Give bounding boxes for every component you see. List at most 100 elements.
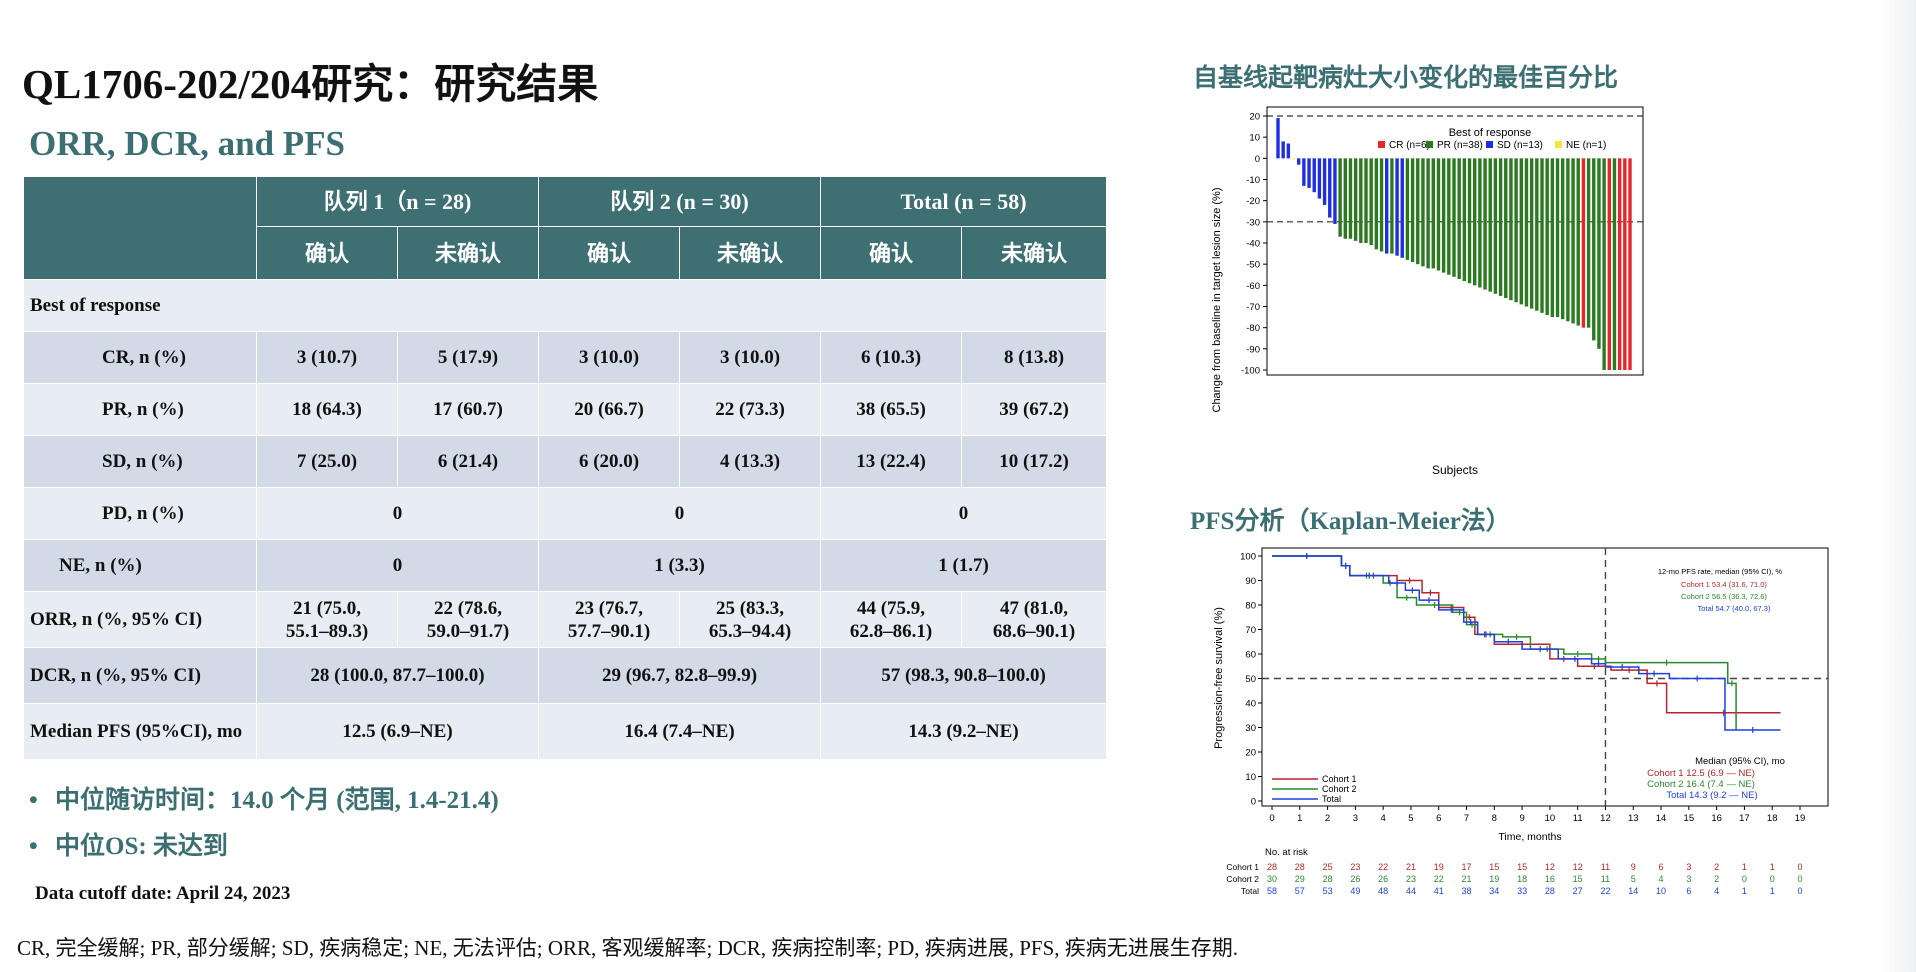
- bullet-os: • 中位OS: 未达到: [29, 826, 228, 862]
- km-x-tick-label: 12: [1600, 813, 1611, 824]
- waterfall-bar: [1529, 158, 1534, 309]
- risk-count: 19: [1434, 862, 1444, 872]
- legend-label: CR (n=6): [1389, 140, 1430, 151]
- table-row: NE, n (%) 0 1 (3.3) 1 (1.7): [23, 539, 1108, 592]
- km-y-tick-label: 70: [1245, 625, 1256, 636]
- risk-count: 27: [1573, 886, 1583, 896]
- waterfall-bar: [1473, 158, 1477, 286]
- slide-edge-shadow: [1880, 0, 1916, 972]
- table-cell: 28 (100.0, 87.7–100.0): [255, 647, 540, 704]
- risk-count: 14: [1628, 886, 1638, 896]
- row-label: Median PFS (95%CI), mo: [23, 703, 257, 760]
- legend-label-cohort-1: Cohort 1: [1322, 774, 1357, 784]
- table-cell: 21 (75.0, 55.1–89.3): [256, 591, 398, 648]
- km-x-tick-label: 14: [1656, 813, 1667, 824]
- waterfall-bar: [1410, 158, 1415, 263]
- legend-label: NE (n=1): [1566, 140, 1606, 151]
- waterfall-bar: [1353, 158, 1358, 241]
- waterfall-bar: [1447, 158, 1451, 275]
- waterfall-bar: [1555, 158, 1560, 318]
- table-row: PD, n (%) 0 0 0: [23, 487, 1108, 540]
- table-row: PR, n (%) 18 (64.3) 17 (60.7) 20 (66.7) …: [23, 383, 1108, 436]
- waterfall-bar: [1400, 158, 1404, 258]
- table-row: ORR, n (%, 95% CI) 21 (75.0, 55.1–89.3) …: [23, 591, 1108, 648]
- risk-count: 19: [1489, 874, 1499, 884]
- legend-swatch: [1378, 141, 1385, 148]
- km-y-tick-label: 80: [1245, 601, 1256, 612]
- y-tick-label: -40: [1246, 239, 1260, 250]
- table-cell: 1 (1.7): [820, 539, 1108, 592]
- y-tick-label: 0: [1255, 154, 1260, 165]
- subheader-unconfirmed: 未确认: [396, 226, 540, 280]
- table-cell: 20 (66.7): [538, 383, 681, 436]
- rate-cohort-2: Cohort 2 56.5 (36.3, 72.6): [1681, 592, 1767, 601]
- waterfall-bar: [1390, 158, 1394, 254]
- waterfall-bar: [1291, 158, 1296, 160]
- header-corner: [23, 176, 257, 280]
- km-x-tick-label: 2: [1325, 813, 1330, 824]
- waterfall-bar: [1535, 158, 1539, 311]
- risk-count: 38: [1462, 886, 1472, 896]
- risk-count: 17: [1462, 862, 1472, 872]
- waterfall-bar: [1416, 158, 1420, 265]
- subheader-unconfirmed: 未确认: [679, 226, 822, 280]
- median-cohort-2: Cohort 2 16.4 (7.4 — NE): [1647, 779, 1755, 790]
- table-cell: 25 (83.3, 65.3–94.4): [679, 591, 822, 648]
- waterfall-bar: [1462, 158, 1467, 282]
- waterfall-bar: [1504, 158, 1508, 299]
- table-cell: 0: [538, 487, 822, 540]
- table-cell: 38 (65.5): [820, 383, 963, 436]
- waterfall-bar: [1405, 158, 1410, 260]
- risk-count: 1: [1770, 862, 1775, 872]
- row-label: NE, n (%): [23, 539, 257, 592]
- risk-count: 44: [1406, 886, 1416, 896]
- waterfall-bar: [1540, 158, 1544, 313]
- waterfall-bar: [1431, 158, 1435, 269]
- table-cell: 18 (64.3): [256, 383, 398, 436]
- km-x-tick-label: 0: [1269, 813, 1274, 824]
- km-x-tick-label: 17: [1739, 813, 1750, 824]
- table-cell: 22 (78.6, 59.0–91.7): [396, 591, 540, 648]
- results-table: 队列 1（n = 28) 队列 2 (n = 30) Total (n = 58…: [22, 176, 1108, 760]
- risk-count: 21: [1406, 862, 1416, 872]
- table-title: ORR, DCR, and PFS: [29, 124, 346, 163]
- table-row: CR, n (%) 3 (10.7) 5 (17.9) 3 (10.0) 3 (…: [23, 331, 1108, 384]
- km-x-tick-label: 7: [1464, 813, 1469, 824]
- y-axis-label: Change from baseline in target lesion si…: [1211, 187, 1223, 412]
- rate-title: 12-mo PFS rate, median (95% CI), %: [1658, 567, 1783, 576]
- risk-count: 12: [1573, 862, 1583, 872]
- risk-label-cohort-1: Cohort 1: [1226, 862, 1259, 872]
- header-cohort-2: 队列 2 (n = 30): [538, 176, 822, 227]
- risk-count: 28: [1267, 862, 1277, 872]
- y-tick-label: 20: [1249, 112, 1260, 123]
- waterfall-bar: [1364, 158, 1368, 243]
- waterfall-bar: [1597, 158, 1601, 349]
- table-cell: 22 (73.3): [679, 383, 822, 436]
- waterfall-bar: [1586, 158, 1591, 328]
- risk-count: 30: [1267, 874, 1277, 884]
- km-y-tick-label: 60: [1245, 650, 1256, 661]
- risk-count: 11: [1601, 862, 1610, 872]
- legend-label-cohort-2: Cohort 2: [1322, 784, 1357, 794]
- table-row: DCR, n (%, 95% CI) 28 (100.0, 87.7–100.0…: [23, 647, 1108, 704]
- waterfall-bar: [1338, 158, 1342, 237]
- waterfall-bar: [1436, 158, 1441, 271]
- risk-count: 33: [1517, 886, 1527, 896]
- table-cell: 14.3 (9.2–NE): [820, 703, 1108, 760]
- waterfall-bar: [1550, 158, 1555, 318]
- risk-count: 41: [1434, 886, 1444, 896]
- table-cell: 16.4 (7.4–NE): [538, 703, 822, 760]
- rate-cohort-1: Cohort 1 53.4 (31.6, 71.0): [1681, 580, 1767, 589]
- risk-count: 0: [1770, 874, 1775, 884]
- waterfall-bar: [1426, 158, 1430, 269]
- waterfall-bar: [1483, 158, 1487, 290]
- km-x-axis-label: Time, months: [1498, 831, 1561, 843]
- risk-count: 22: [1434, 874, 1444, 884]
- waterfall-bar: [1545, 158, 1549, 315]
- km-x-tick-label: 11: [1573, 813, 1583, 824]
- legend-title: Best of response: [1449, 127, 1532, 139]
- km-legend: Cohort 1 Cohort 2 Total: [1272, 774, 1357, 804]
- table-cell: 47 (81.0, 68.6–90.1): [961, 591, 1108, 648]
- waterfall-bar: [1509, 158, 1513, 301]
